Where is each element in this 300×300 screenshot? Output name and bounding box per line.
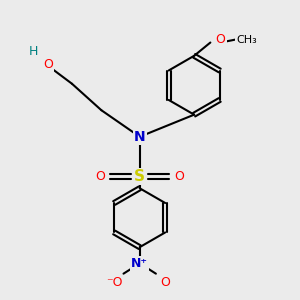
Text: N: N <box>134 130 146 144</box>
Text: O: O <box>44 58 53 71</box>
Text: H: H <box>29 45 38 58</box>
Text: S: S <box>134 169 145 184</box>
Text: CH₃: CH₃ <box>236 34 257 45</box>
Text: O: O <box>160 276 170 289</box>
Text: ⁻O: ⁻O <box>106 276 123 289</box>
Text: O: O <box>216 33 226 46</box>
Text: O: O <box>175 170 184 183</box>
Text: N⁺: N⁺ <box>131 257 148 270</box>
Text: O: O <box>95 170 105 183</box>
